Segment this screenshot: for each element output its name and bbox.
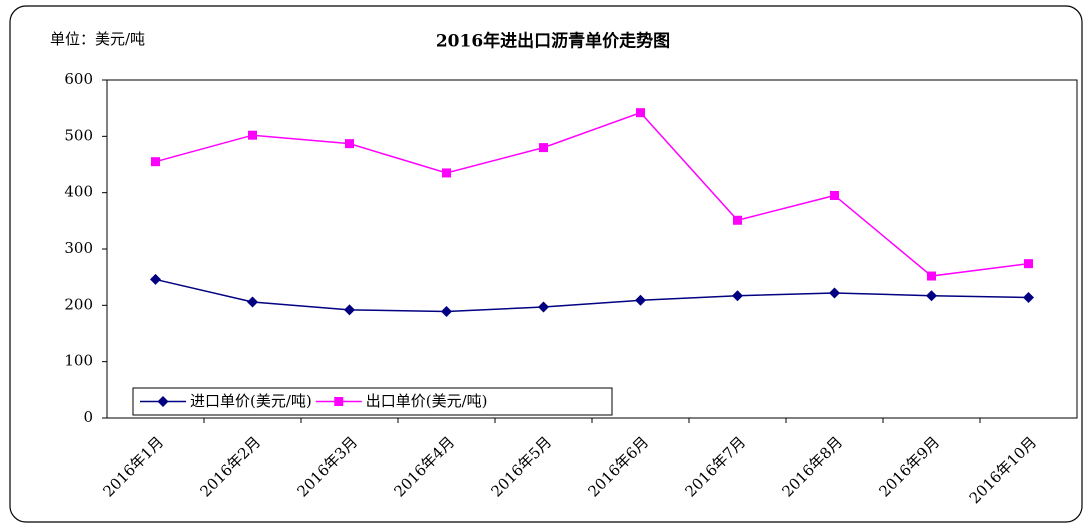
marker xyxy=(442,168,451,178)
marker xyxy=(441,306,452,318)
y-tick-label: 100 xyxy=(64,352,93,370)
marker xyxy=(829,287,840,299)
marker xyxy=(344,304,355,316)
marker xyxy=(636,108,645,118)
legend-box xyxy=(132,387,613,416)
marker xyxy=(345,139,354,149)
line xyxy=(155,111,1029,277)
marker xyxy=(538,301,549,313)
legend-label: 出口单价(美元/吨) xyxy=(366,392,488,410)
marker xyxy=(150,273,161,285)
y-tick-label: 300 xyxy=(64,239,93,257)
marker xyxy=(1023,291,1034,303)
marker xyxy=(926,290,937,302)
y-tick-label: 200 xyxy=(64,295,93,313)
legend: 进口单价(美元/吨) 出口单价(美元/吨) xyxy=(132,387,613,416)
y-tick-label: 600 xyxy=(64,70,93,88)
chart-title: 2016年进出口沥青单价走势图 xyxy=(436,31,670,52)
marker xyxy=(635,294,646,306)
y-tick-label: 400 xyxy=(64,183,93,201)
y-tick-label: 500 xyxy=(64,126,93,144)
y-tick-label: 0 xyxy=(83,408,93,426)
unit-label: 单位：美元/吨 xyxy=(50,30,145,48)
marker xyxy=(539,143,548,153)
line xyxy=(155,278,1029,313)
marker xyxy=(151,157,160,167)
marker xyxy=(247,296,258,308)
marker xyxy=(157,396,169,407)
marker xyxy=(1024,259,1033,269)
marker xyxy=(830,190,839,200)
marker xyxy=(334,397,344,406)
legend-label: 进口单价(美元/吨) xyxy=(190,392,312,410)
marker xyxy=(927,271,936,281)
marker xyxy=(248,130,257,140)
marker xyxy=(732,290,743,302)
marker xyxy=(733,215,742,225)
